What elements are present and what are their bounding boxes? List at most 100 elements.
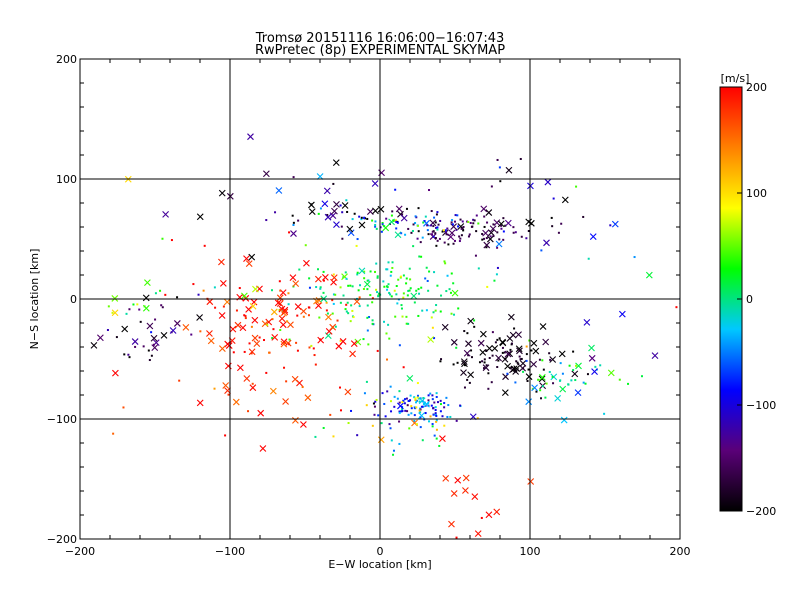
data-point-cross xyxy=(505,166,513,174)
data-point-cross xyxy=(575,362,582,370)
data-point xyxy=(317,212,320,215)
data-point xyxy=(358,305,361,308)
data-point-cross xyxy=(561,196,569,204)
data-point-cross xyxy=(377,205,385,213)
data-point xyxy=(445,231,448,234)
data-point xyxy=(152,343,155,346)
data-point-cross xyxy=(559,385,567,393)
colorbar: [m/s] −200 −100 0 100 200 xyxy=(719,72,776,518)
data-point xyxy=(358,215,361,218)
data-point xyxy=(396,302,399,305)
y-axis-ticks: −200 −100 0 100 200 xyxy=(47,53,680,546)
plot-frame xyxy=(79,58,681,540)
data-point xyxy=(268,351,271,354)
data-point xyxy=(675,306,678,309)
data-point-cross xyxy=(196,314,203,321)
data-point xyxy=(434,406,437,409)
data-point-cross xyxy=(486,344,493,352)
data-point xyxy=(326,213,329,216)
data-point xyxy=(344,308,347,311)
data-point-cross xyxy=(358,267,366,275)
data-point xyxy=(587,257,590,260)
data-point xyxy=(347,312,350,315)
data-point xyxy=(551,375,554,378)
data-point-cross xyxy=(239,324,247,332)
data-point-cross xyxy=(538,375,546,383)
data-point xyxy=(401,213,404,216)
data-point-cross xyxy=(142,294,150,302)
data-point xyxy=(572,369,575,372)
data-point xyxy=(265,371,268,374)
data-point xyxy=(473,325,476,328)
data-point-cross xyxy=(270,308,278,316)
data-point-cross xyxy=(314,275,322,283)
data-point xyxy=(478,361,481,364)
data-point-cross xyxy=(304,394,312,402)
data-point xyxy=(227,393,230,396)
data-point-cross xyxy=(207,337,215,345)
data-point xyxy=(351,285,354,288)
data-point-cross xyxy=(509,331,517,339)
data-point xyxy=(122,406,125,409)
data-point xyxy=(570,379,573,382)
data-point-cross xyxy=(144,279,151,286)
data-point xyxy=(420,405,423,408)
data-point-cross xyxy=(583,319,591,326)
data-point xyxy=(178,379,181,382)
data-point-cross xyxy=(480,205,488,213)
data-point-cross xyxy=(499,338,506,346)
colorbar-tick-label: −100 xyxy=(746,399,776,412)
data-point xyxy=(358,296,361,299)
data-point xyxy=(332,273,335,276)
data-point xyxy=(402,296,405,299)
data-point xyxy=(416,224,419,227)
data-point xyxy=(433,216,436,219)
data-point-cross xyxy=(332,159,340,167)
data-point xyxy=(496,338,499,341)
data-point xyxy=(460,234,463,237)
data-point xyxy=(375,262,378,265)
data-point xyxy=(339,286,342,289)
data-point xyxy=(545,382,548,385)
data-point xyxy=(351,309,354,312)
data-point-cross xyxy=(482,364,490,372)
colorbar-ticks: −200 −100 0 100 200 xyxy=(737,81,776,518)
data-point xyxy=(367,343,370,346)
data-point xyxy=(366,304,369,307)
data-point-cross xyxy=(450,338,458,346)
data-point-cross xyxy=(90,341,98,349)
data-point-cross xyxy=(111,295,119,302)
data-point xyxy=(374,270,377,273)
data-point xyxy=(467,221,470,224)
data-point xyxy=(483,225,486,228)
data-point-cross xyxy=(501,389,509,397)
data-point xyxy=(197,293,200,296)
data-point xyxy=(495,273,498,276)
data-point-cross xyxy=(131,338,139,345)
x-axis-label: E−W location [km] xyxy=(328,558,431,571)
data-point xyxy=(436,284,439,287)
data-point xyxy=(363,217,366,220)
data-point xyxy=(386,268,389,271)
data-point xyxy=(356,434,359,437)
data-point xyxy=(437,223,440,226)
y-tick-label: 0 xyxy=(70,293,77,306)
data-point xyxy=(391,266,394,269)
data-point xyxy=(541,359,544,362)
data-point xyxy=(435,420,438,423)
data-point xyxy=(341,211,344,214)
data-point xyxy=(392,449,395,452)
data-point xyxy=(332,182,335,185)
data-point xyxy=(373,413,376,416)
data-point xyxy=(296,314,299,317)
data-point xyxy=(512,226,515,229)
data-point xyxy=(347,422,350,425)
data-point-cross xyxy=(300,307,307,315)
data-point xyxy=(451,223,454,226)
data-point xyxy=(423,220,426,223)
data-point-cross xyxy=(173,320,181,327)
data-point xyxy=(567,383,570,386)
data-point xyxy=(431,394,434,397)
data-point xyxy=(404,233,407,236)
data-point xyxy=(368,316,371,319)
